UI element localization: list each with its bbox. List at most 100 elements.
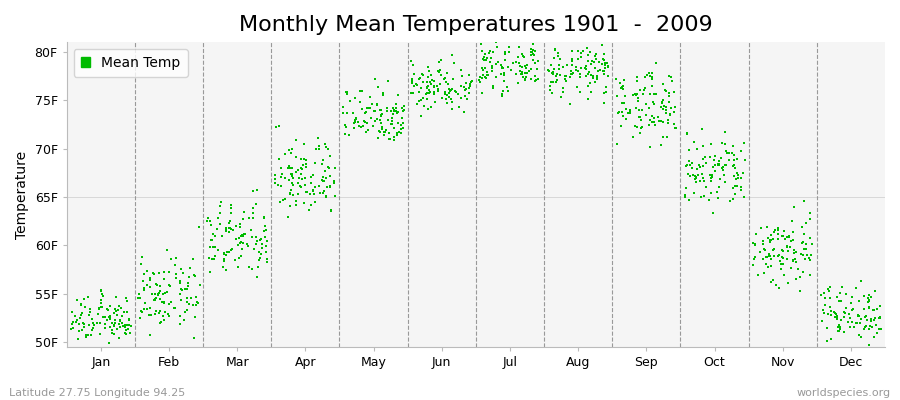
Point xyxy=(173,313,187,319)
Point xyxy=(374,107,389,114)
Point xyxy=(435,95,449,101)
Point xyxy=(160,289,175,296)
Point xyxy=(797,198,812,204)
Point xyxy=(119,331,133,338)
Point xyxy=(756,238,770,245)
Point xyxy=(723,198,737,204)
Point xyxy=(704,175,718,181)
Point xyxy=(836,329,850,336)
Point xyxy=(256,214,271,220)
Point xyxy=(814,318,829,325)
Point xyxy=(579,62,593,69)
Point xyxy=(434,72,448,78)
Point xyxy=(392,129,407,135)
Point xyxy=(482,58,497,65)
Point xyxy=(278,196,293,202)
Point xyxy=(154,318,168,325)
Point xyxy=(747,241,761,248)
Point xyxy=(719,162,733,168)
Point xyxy=(759,254,773,260)
Point xyxy=(524,46,538,52)
Point xyxy=(783,238,797,244)
Point xyxy=(241,243,256,250)
Point xyxy=(500,88,515,95)
Point xyxy=(86,325,100,332)
Point xyxy=(642,122,656,128)
Point xyxy=(138,300,152,306)
Point xyxy=(600,72,615,79)
Point xyxy=(781,234,796,240)
Point xyxy=(531,58,545,64)
Point xyxy=(108,317,122,324)
Point xyxy=(316,190,330,196)
Point xyxy=(707,156,722,163)
Point xyxy=(438,78,453,85)
Point xyxy=(363,104,377,111)
Point xyxy=(683,173,698,179)
Point xyxy=(757,246,771,252)
Point xyxy=(220,267,234,274)
Point xyxy=(174,297,188,304)
Point xyxy=(250,264,265,270)
Point xyxy=(250,187,265,193)
Point xyxy=(289,153,303,160)
Point xyxy=(692,162,706,168)
Point xyxy=(718,179,733,185)
Point xyxy=(564,47,579,54)
Point xyxy=(649,90,663,97)
Point xyxy=(580,45,594,52)
Point xyxy=(547,55,562,61)
Point xyxy=(845,319,859,325)
Point xyxy=(826,309,841,315)
Point xyxy=(394,125,409,132)
Point xyxy=(520,61,535,68)
Point xyxy=(442,86,456,92)
Point xyxy=(635,124,650,130)
Point xyxy=(423,89,437,95)
Point xyxy=(93,331,107,337)
Point xyxy=(463,83,477,89)
Point xyxy=(359,109,374,115)
Point xyxy=(247,246,261,252)
Point xyxy=(763,237,778,243)
Point xyxy=(252,257,266,263)
Point xyxy=(696,142,710,149)
Point xyxy=(595,42,609,49)
Point xyxy=(582,49,597,55)
Point xyxy=(76,324,91,330)
Point xyxy=(861,305,876,312)
Point xyxy=(693,164,707,171)
Point xyxy=(315,178,329,184)
Point xyxy=(545,68,560,75)
Point xyxy=(250,274,265,280)
Point xyxy=(776,261,790,268)
Point xyxy=(411,89,426,95)
Point xyxy=(516,74,530,80)
Point xyxy=(297,174,311,181)
Point xyxy=(646,119,661,126)
Point xyxy=(679,184,693,191)
Point xyxy=(428,84,442,90)
Point xyxy=(581,96,596,103)
Point xyxy=(566,70,580,76)
Point xyxy=(571,68,585,75)
Point xyxy=(571,48,585,54)
Point xyxy=(213,203,228,210)
Point xyxy=(548,47,562,53)
Point xyxy=(727,157,742,163)
Point xyxy=(642,69,656,76)
Point xyxy=(644,113,659,119)
Point xyxy=(474,48,489,55)
Point xyxy=(340,89,355,95)
Point xyxy=(444,96,458,102)
Point xyxy=(545,90,560,97)
Point xyxy=(81,332,95,338)
Point xyxy=(615,84,629,90)
Point xyxy=(710,195,724,202)
Point xyxy=(817,290,832,296)
Point xyxy=(465,78,480,85)
Point xyxy=(703,154,717,160)
Point xyxy=(180,306,194,313)
Point xyxy=(511,54,526,60)
Point xyxy=(158,299,172,306)
